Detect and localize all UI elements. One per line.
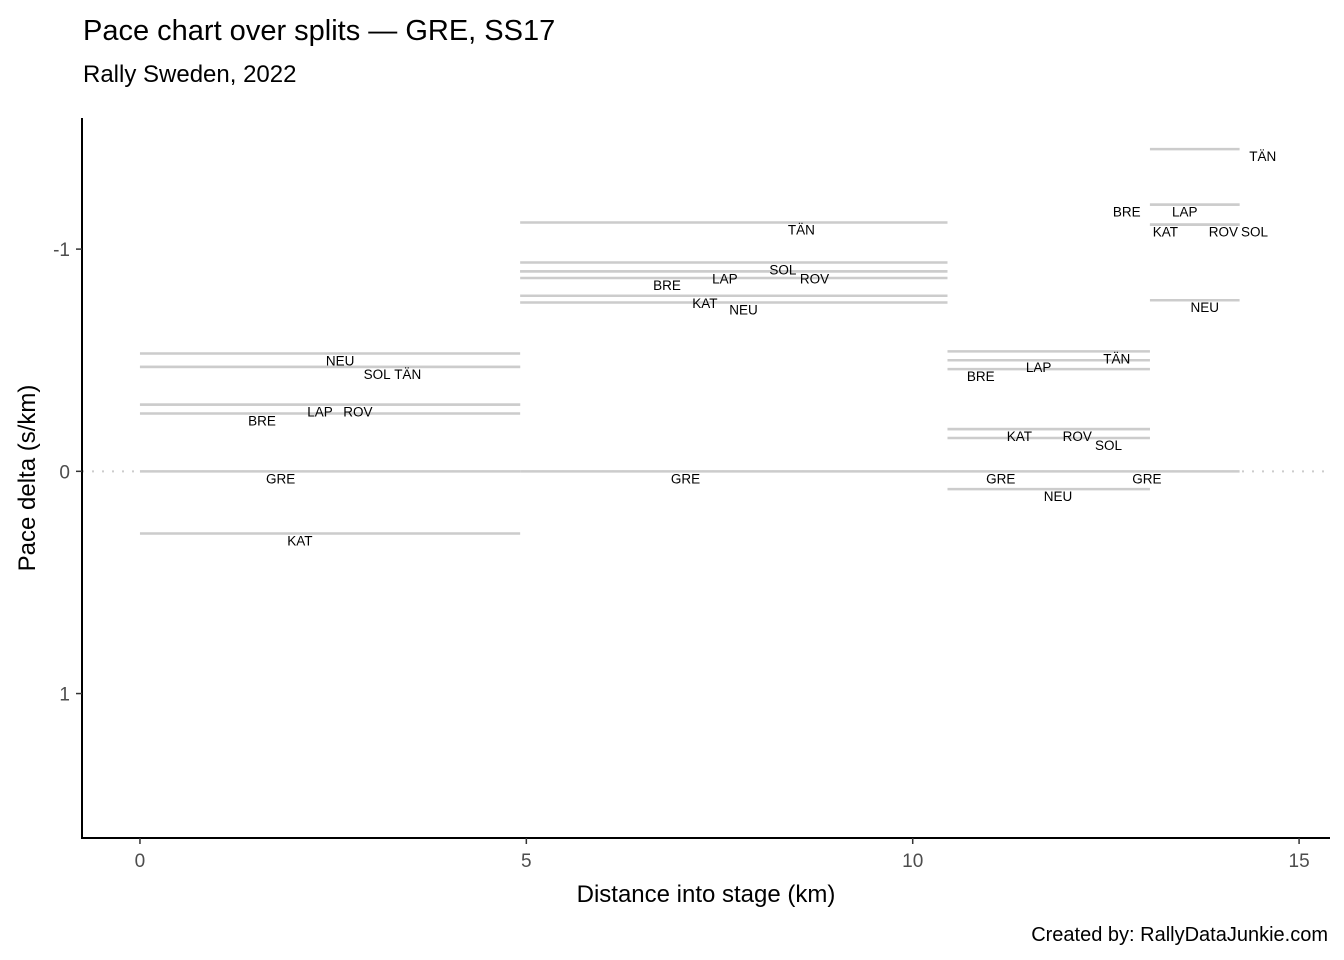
driver-label-bre-split-4: BRE [1113,205,1141,220]
driver-label-sol-split-4: SOL [1241,225,1269,240]
y-axis-label: Pace delta (s/km) [14,385,41,572]
driver-label-neu-split-2: NEU [729,302,758,317]
driver-label-rov-split-1: ROV [343,405,372,420]
x-tick-label: 10 [902,851,923,872]
driver-label-gre-split-2: GRE [671,471,700,486]
driver-label-tän-split-2: TÄN [788,222,815,237]
x-tick-label: 15 [1289,851,1310,872]
driver-label-kat-split-2: KAT [692,296,717,311]
driver-label-sol-split-1: SOL [364,367,392,382]
driver-label-bre-split-3: BRE [967,369,995,384]
y-tick-label: 0 [59,462,70,483]
driver-label-gre-split-4: GRE [1132,471,1161,486]
driver-label-bre-split-1: BRE [248,414,276,429]
x-tick-label: 5 [521,851,532,872]
driver-label-lap-split-3: LAP [1026,360,1052,375]
x-axis-ticks: 0 5 10 15 [135,838,1310,872]
driver-label-lap-split-2: LAP [712,271,738,286]
driver-label-lap-split-1: LAP [307,405,333,420]
driver-label-kat-split-4: KAT [1153,225,1178,240]
driver-label-lap-split-4: LAP [1172,205,1198,220]
driver-label-neu-split-3: NEU [1044,489,1073,504]
driver-label-bre-split-2: BRE [653,278,681,293]
driver-label-rov-split-4: ROV [1209,225,1238,240]
y-axis-ticks: -1 0 1 [53,240,82,706]
driver-label-rov-split-2: ROV [800,271,829,286]
driver-label-gre-split-1: GRE [266,471,295,486]
driver-label-gre-split-3: GRE [986,471,1015,486]
driver-label-tän-split-1: TÄN [394,367,421,382]
driver-label-sol-split-3: SOL [1095,438,1123,453]
caption: Created by: RallyDataJunkie.com [1031,924,1328,946]
x-tick-label: 0 [135,851,146,872]
driver-label-neu-split-4: NEU [1191,300,1220,315]
driver-label-neu-split-1: NEU [326,354,355,369]
y-tick-label: 1 [59,685,70,706]
driver-label-tän-split-4: TÄN [1249,149,1276,164]
driver-label-kat-split-3: KAT [1007,429,1032,444]
driver-label-tän-split-3: TÄN [1103,351,1130,366]
x-axis-label: Distance into stage (km) [577,881,836,908]
driver-label-sol-split-2: SOL [769,262,797,277]
chart-title: Pace chart over splits — GRE, SS17 [83,15,555,47]
driver-label-rov-split-3: ROV [1063,429,1092,444]
driver-label-kat-split-1: KAT [287,534,312,549]
y-tick-label: -1 [53,240,70,261]
chart-subtitle: Rally Sweden, 2022 [83,61,296,88]
